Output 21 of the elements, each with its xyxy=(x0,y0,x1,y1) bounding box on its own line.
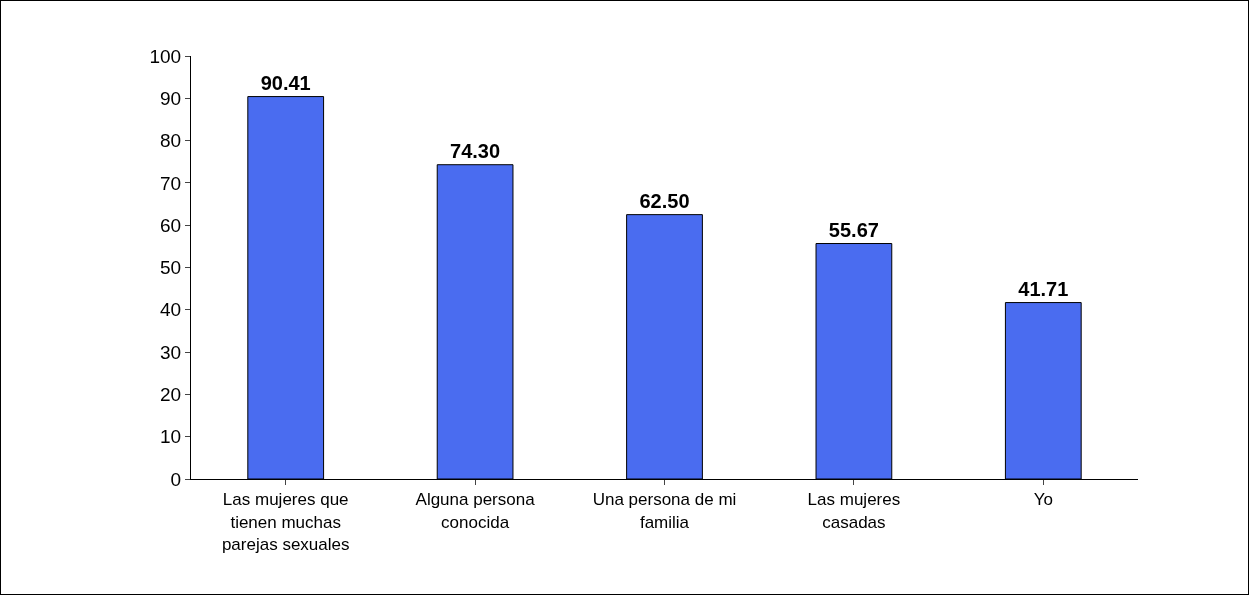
data-label: 74.30 xyxy=(450,139,501,162)
y-tick-label: 60 xyxy=(160,214,182,236)
data-label: 55.67 xyxy=(828,218,879,241)
data-label: 90.41 xyxy=(260,71,311,94)
x-tick-label: Las mujeres que tienen muchas parejas sexuales xyxy=(221,490,350,554)
y-tick-label: 90 xyxy=(160,87,182,109)
y-tick-label: 40 xyxy=(160,299,182,321)
y-tick-label: 50 xyxy=(160,257,182,279)
x-tick-label: Alguna persona conocida xyxy=(415,490,536,532)
y-tick-label: 10 xyxy=(160,426,182,448)
data-label: 62.50 xyxy=(639,189,690,212)
y-tick-label: 0 xyxy=(170,468,182,490)
x-tick-label: Una persona de mi familia xyxy=(592,490,737,532)
y-tick-label: 20 xyxy=(160,384,182,406)
y-tick-label: 100 xyxy=(149,45,182,67)
data-label: 41.71 xyxy=(1018,277,1069,300)
y-tick-label: 30 xyxy=(160,341,182,363)
y-tick-label: 80 xyxy=(160,130,182,152)
y-tick-label: 70 xyxy=(160,172,182,194)
x-tick-label: Yo xyxy=(1033,490,1053,510)
x-tick-label: Las mujeres casadas xyxy=(807,490,901,532)
